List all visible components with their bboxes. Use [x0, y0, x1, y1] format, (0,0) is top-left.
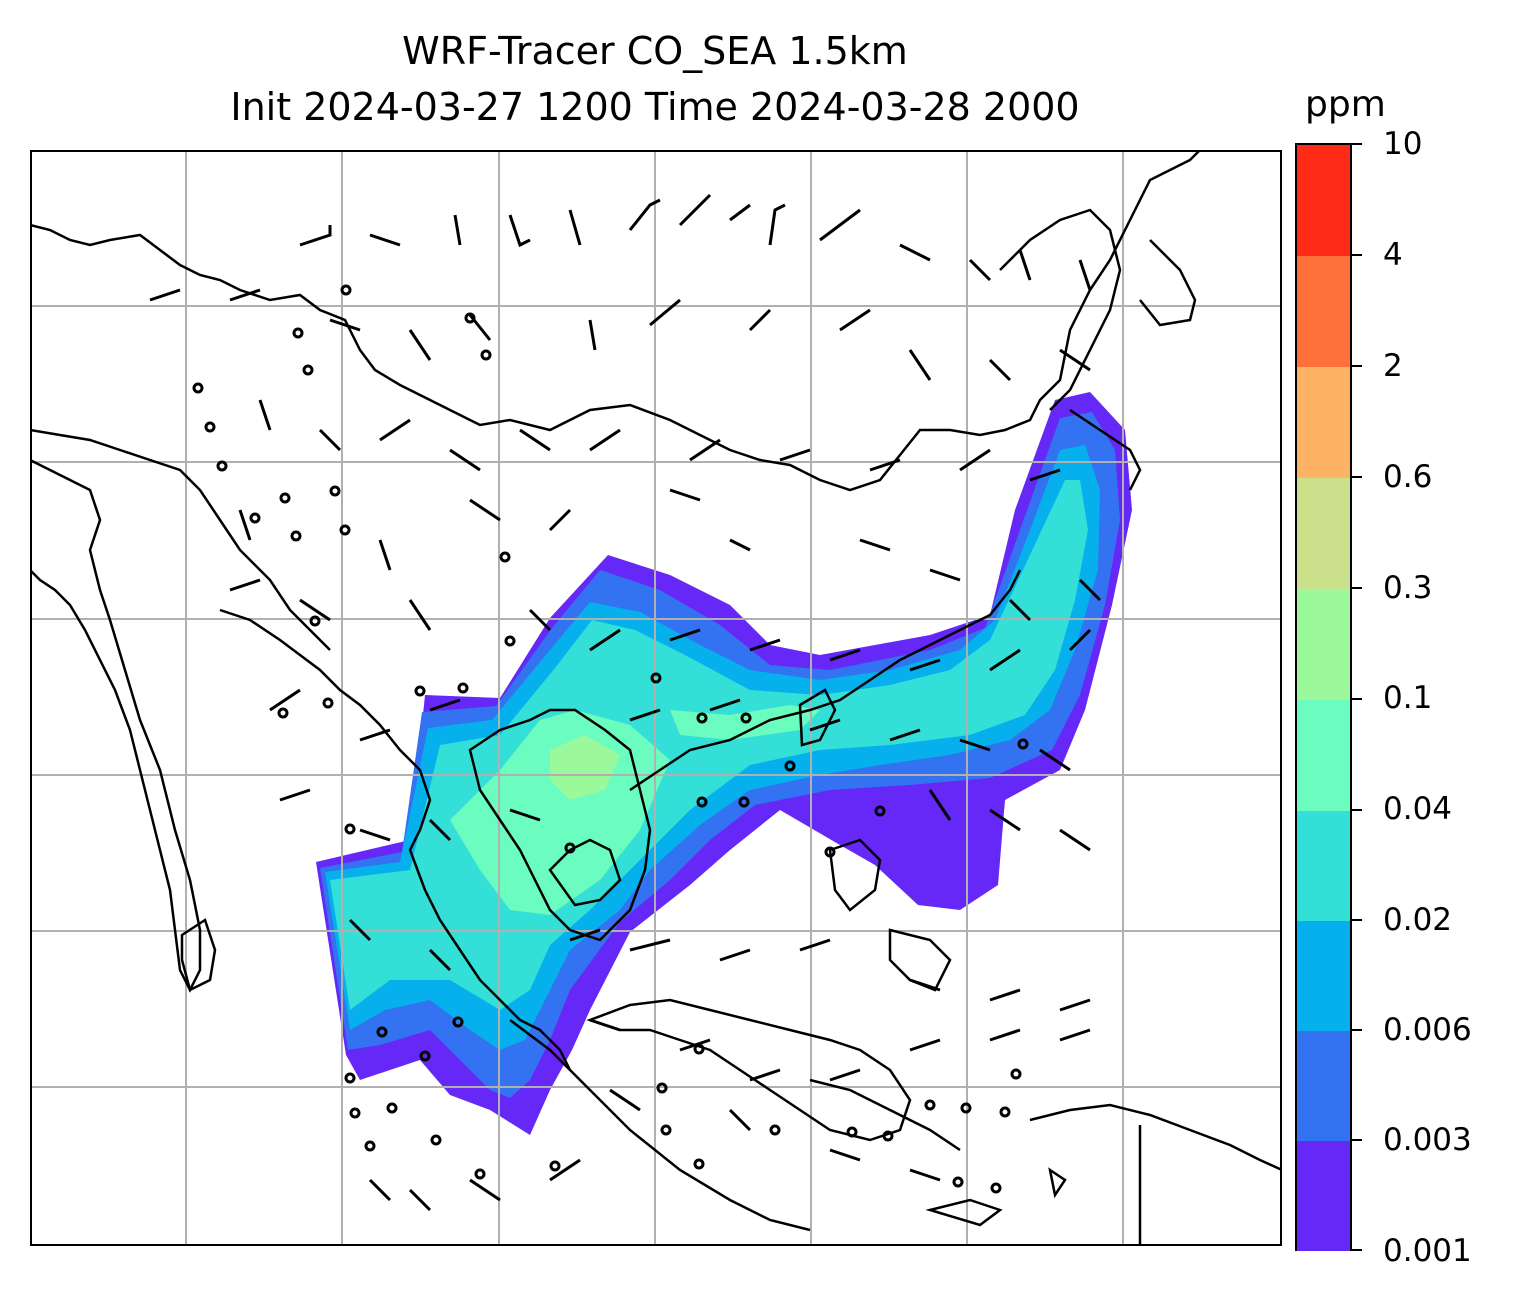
colorbar-swatch: [1297, 700, 1350, 811]
colorbar-tick: [1352, 809, 1362, 811]
colorbar-tick: [1352, 254, 1362, 256]
colorbar-tick: [1352, 1139, 1362, 1141]
map-title: WRF-Tracer CO_SEA 1.5km: [402, 29, 908, 73]
colorbar-tick: [1352, 1029, 1362, 1031]
coastlines: [30, 150, 1282, 1246]
colorbar-label: 2: [1383, 348, 1403, 384]
map-subtitle: Init 2024-03-27 1200 Time 2024-03-28 200…: [230, 85, 1080, 129]
colorbar-tick: [1352, 698, 1362, 700]
colorbar-swatch: [1297, 367, 1350, 478]
colorbar-swatch: [1297, 478, 1350, 589]
colorbar-swatch: [1297, 589, 1350, 700]
colorbar-label: 0.003: [1383, 1122, 1472, 1158]
colorbar: [1295, 143, 1352, 1251]
colorbar-label: 0.04: [1383, 791, 1453, 827]
colorbar-swatch: [1297, 145, 1350, 256]
colorbar-tick: [1352, 365, 1362, 367]
colorbar-tick: [1352, 587, 1362, 589]
colorbar-tick: [1352, 476, 1362, 478]
colorbar-swatch: [1297, 921, 1350, 1031]
graticule: [30, 150, 1282, 1246]
colorbar-label: 0.6: [1383, 459, 1433, 495]
calm-markers: [192, 284, 1029, 1194]
colorbar-swatch: [1297, 256, 1350, 367]
colorbar-label: 0.02: [1383, 902, 1453, 938]
map-frame: [30, 150, 1282, 1246]
colorbar-label: 0.001: [1383, 1233, 1472, 1269]
colorbar-label: 0.006: [1383, 1012, 1472, 1048]
colorbar-label: 0.1: [1383, 680, 1433, 716]
colorbar-tick: [1352, 919, 1362, 921]
colorbar-label: 0.3: [1383, 570, 1433, 606]
colorbar-unit: ppm: [1305, 84, 1386, 125]
colorbar-swatch: [1297, 811, 1350, 921]
colorbar-tick: [1352, 143, 1362, 145]
tracer-plume: [316, 392, 1132, 1135]
map-panel: [30, 150, 1282, 1246]
wind-barbs: [149, 193, 1102, 1212]
colorbar-tick: [1352, 1249, 1362, 1251]
colorbar-label: 10: [1383, 126, 1423, 162]
colorbar-label: 4: [1383, 237, 1403, 273]
colorbar-swatch: [1297, 1141, 1350, 1251]
colorbar-swatch: [1297, 1031, 1350, 1141]
plume-level-01: [550, 735, 620, 800]
